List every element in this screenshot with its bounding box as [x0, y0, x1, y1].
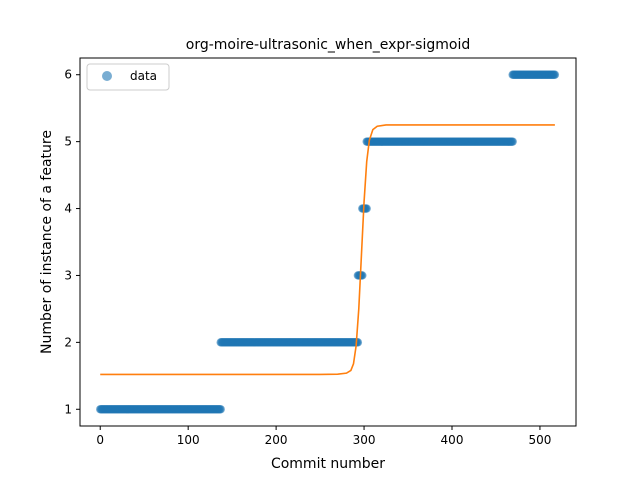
data-segment — [216, 338, 363, 347]
axes-frame — [79, 57, 577, 427]
data-point — [358, 271, 367, 280]
data-point — [508, 137, 517, 146]
sigmoid-fit-line — [100, 124, 555, 376]
x-tick-label: 400 — [441, 433, 464, 447]
legend-box — [86, 63, 170, 91]
y-tick-label: 1 — [64, 402, 72, 416]
chart-title: org-moire-ultrasonic_when_expr-sigmoid — [186, 37, 470, 53]
y-tick-label: 2 — [64, 335, 72, 349]
x-tick-label: 0 — [96, 433, 104, 447]
y-axis: 1 2 3 4 5 6 — [64, 68, 80, 416]
x-tick-label: 200 — [265, 433, 288, 447]
plot-area — [96, 70, 560, 414]
x-tick-label: 500 — [528, 433, 551, 447]
y-tick-label: 4 — [64, 202, 72, 216]
data-point — [353, 338, 363, 347]
x-tick-label: 100 — [177, 433, 200, 447]
x-axis-label: Commit number — [271, 456, 385, 472]
x-tick-label: 300 — [353, 433, 376, 447]
legend-label-data: data — [130, 69, 157, 83]
data-point — [550, 70, 560, 79]
x-axis: 0 100 200 300 400 500 — [96, 426, 551, 447]
data-segment — [96, 405, 225, 414]
y-tick-label: 6 — [64, 68, 72, 82]
y-axis-label: Number of instance of a feature — [39, 130, 55, 354]
data-point — [216, 405, 225, 414]
legend-marker-data — [102, 71, 112, 81]
y-tick-label: 5 — [64, 135, 72, 149]
y-tick-label: 3 — [64, 268, 72, 282]
data-segment — [362, 137, 517, 146]
data-segment — [508, 70, 560, 79]
legend: data — [86, 63, 170, 91]
